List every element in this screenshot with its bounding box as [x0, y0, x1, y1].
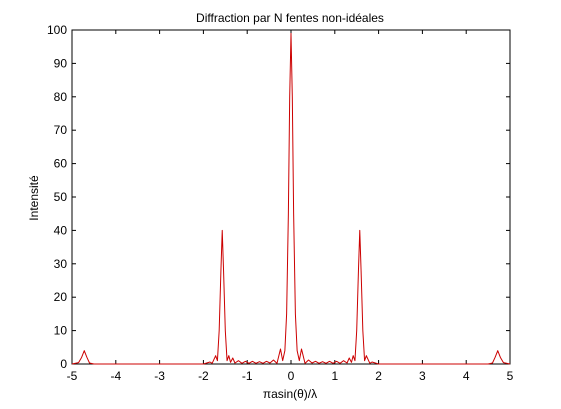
x-tick-label: 4 — [463, 369, 470, 383]
x-tick-label: -5 — [67, 369, 78, 383]
x-tick-label: 3 — [419, 369, 426, 383]
y-tick-label: 90 — [54, 56, 68, 70]
y-tick-label: 80 — [54, 90, 68, 104]
y-tick-label: 20 — [54, 290, 68, 304]
x-tick-labels: -5 -4 -3 -2 -1 0 1 2 3 4 5 — [67, 369, 514, 383]
y-tick-label: 30 — [54, 257, 68, 271]
x-tick-label: -4 — [110, 369, 121, 383]
y-tick-label: 10 — [54, 324, 68, 338]
x-tick-label: 1 — [331, 369, 338, 383]
x-tick-label: 0 — [288, 369, 295, 383]
y-tick-label: 40 — [54, 223, 68, 237]
axis-ticks — [71, 29, 511, 365]
y-tick-label: 70 — [54, 123, 68, 137]
series-group — [71, 32, 511, 365]
y-tick-label: 50 — [54, 190, 68, 204]
x-tick-label: -1 — [242, 369, 253, 383]
x-tick-label: -3 — [154, 369, 165, 383]
x-axis-label: πasin(θ)/λ — [263, 387, 317, 401]
plot-area — [71, 29, 511, 365]
x-tick-label: -2 — [198, 369, 209, 383]
y-tick-label: 100 — [47, 23, 67, 37]
chart-title: Diffraction par N fentes non-idéales — [196, 11, 384, 25]
y-axis-label: Intensité — [27, 175, 41, 221]
y-tick-label: 0 — [60, 357, 67, 371]
y-tick-labels: 0 10 20 30 40 50 60 70 80 90 100 — [47, 23, 67, 371]
y-tick-label: 60 — [54, 157, 68, 171]
x-tick-label: 5 — [507, 369, 514, 383]
series-line — [71, 32, 511, 365]
x-tick-label: 2 — [375, 369, 382, 383]
